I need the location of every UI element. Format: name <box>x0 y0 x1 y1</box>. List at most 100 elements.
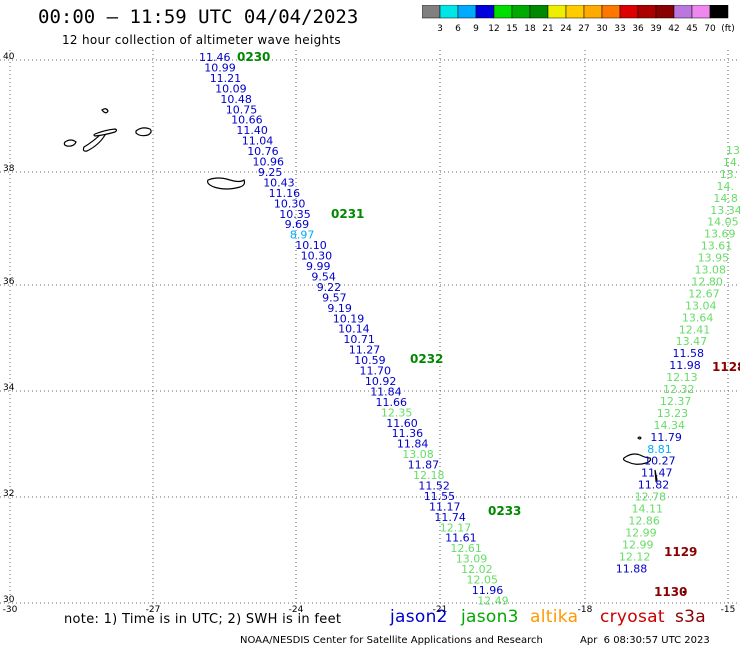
swh-value: 14.34 <box>654 419 686 432</box>
axis-labels: 40 38 36 34 32 30-30 -27 -24 -21 -18 -15 <box>3 52 736 615</box>
swh-value: 12.41 <box>679 323 711 336</box>
scale-label: 70 <box>704 24 716 34</box>
legend-jason3: jason3 <box>461 607 519 627</box>
swh-value: 12.78 <box>635 491 667 504</box>
swh-value: 11.70 <box>360 365 392 378</box>
swh-value: 11.36 <box>392 427 424 440</box>
swh-value: 9.57 <box>322 291 347 304</box>
swh-value: 13.69 <box>704 228 736 241</box>
island-porto-santo <box>637 436 642 440</box>
swh-value: 9.54 <box>311 270 336 283</box>
lon-label: -18 <box>578 605 593 615</box>
time-label: 1130 <box>654 585 687 599</box>
swh-value: 13.61 <box>701 240 733 253</box>
island-desertas <box>654 469 658 483</box>
swh-value: 10.09 <box>215 82 247 95</box>
swh-value: 11.16 <box>269 187 301 200</box>
swh-value: 11.98 <box>669 359 701 372</box>
swh-value: 12.32 <box>663 383 695 396</box>
islands <box>63 108 686 594</box>
swh-value: 10.10 <box>295 239 327 252</box>
swh-value: 11.46 <box>199 51 231 64</box>
legend-s3a: s3a <box>675 607 706 627</box>
swh-value: 10.30 <box>274 197 306 210</box>
swh-value: 10.76 <box>247 145 279 158</box>
scale-label: (ft) <box>721 24 734 34</box>
time-label: 0230 <box>237 50 270 64</box>
swh-value: 10.30 <box>301 250 333 263</box>
legend-cryosat: cryosat <box>600 607 665 627</box>
time-label: 1129 <box>664 545 697 559</box>
map-title: 00:00 – 11:59 UTC 04/04/2023 <box>38 6 359 28</box>
legend-jason2: jason2 <box>390 607 448 627</box>
lat-lon-grid <box>0 50 740 605</box>
swh-value: 10.27 <box>644 455 676 468</box>
swh-value: 10.99 <box>204 62 236 75</box>
swh-value: 11.96 <box>472 584 504 597</box>
lon-label: -15 <box>721 605 736 615</box>
lon-label: -24 <box>289 605 304 615</box>
time-label: 0231 <box>331 207 364 221</box>
swh-value: 10.43 <box>263 176 295 189</box>
swh-value: 9.25 <box>258 166 283 179</box>
swh-value: 13.08 <box>402 448 434 461</box>
swh-value: 11.60 <box>386 417 418 430</box>
time-label: 1128 <box>712 360 740 374</box>
swh-value: 14.05 <box>707 216 739 229</box>
swh-value: 10.35 <box>279 208 311 221</box>
island-selvagens <box>682 590 686 594</box>
swh-value: 13. <box>720 168 738 181</box>
track-right-labels: 13.14.13.14.14.813.3414.0513.6913.6113.9… <box>616 144 740 599</box>
time-label: 0233 <box>488 504 521 518</box>
swh-value: 11.88 <box>616 562 648 575</box>
lat-label: 40 <box>3 52 15 62</box>
swh-value: 11.47 <box>641 467 673 480</box>
swh-value: 11.66 <box>376 396 408 409</box>
swh-value: 10.66 <box>231 114 263 127</box>
swh-value: 10.92 <box>365 375 397 388</box>
island-sao-miguel <box>207 177 246 190</box>
swh-value: 11.84 <box>397 438 429 451</box>
swh-value: 14. <box>717 180 735 193</box>
swh-value: 12.80 <box>691 275 723 288</box>
swh-value: 10.59 <box>354 354 386 367</box>
swh-value: 11.84 <box>370 385 402 398</box>
swh-value: 11.79 <box>650 431 682 444</box>
swh-value: 14. <box>723 156 740 169</box>
scale-label: 3 <box>437 24 443 34</box>
swh-value: 13.23 <box>657 407 689 420</box>
scale-label: 6 <box>455 24 461 34</box>
island-faial <box>63 139 77 147</box>
swh-value: 11.87 <box>408 459 440 472</box>
swh-value: 13.47 <box>676 335 708 348</box>
swh-value: 11.52 <box>418 479 450 492</box>
scale-label: 9 <box>473 24 479 34</box>
swh-value: 12.35 <box>381 406 413 419</box>
swh-value: 12.12 <box>619 550 651 563</box>
scale-swatch <box>709 5 729 19</box>
swh-value: 13. <box>726 144 740 157</box>
scale-label: 36 <box>632 24 644 34</box>
lat-label: 30 <box>3 595 15 605</box>
color-scale: 3 6 9 12 15 18 21 24 27 30 33 36 39 42 45 70 (ft) <box>422 5 734 34</box>
swh-value: 10.96 <box>253 156 285 169</box>
swh-value: 9.19 <box>327 302 352 315</box>
island-flores <box>101 108 109 114</box>
legend-altika: altika <box>530 607 579 627</box>
scale-label: 15 <box>506 24 517 34</box>
swh-value: 11.61 <box>445 532 477 545</box>
island-terceira <box>135 127 152 137</box>
scale-label: 42 <box>668 24 679 34</box>
swh-value: 14.8 <box>713 192 738 205</box>
footer-timestamp: Apr 6 08:30:57 UTC 2023 <box>580 635 710 646</box>
swh-value: 11.40 <box>236 124 268 137</box>
swh-value: 9.22 <box>317 281 342 294</box>
time-label: 0232 <box>410 352 443 366</box>
swh-value: 10.48 <box>220 93 252 106</box>
swh-value: 11.74 <box>434 511 466 524</box>
map-subtitle: 12 hour collection of altimeter wave hei… <box>62 33 341 47</box>
lat-label: 34 <box>3 383 15 393</box>
swh-value: 12.37 <box>660 395 692 408</box>
lat-label: 32 <box>3 489 14 499</box>
swh-value: 12.18 <box>413 469 445 482</box>
